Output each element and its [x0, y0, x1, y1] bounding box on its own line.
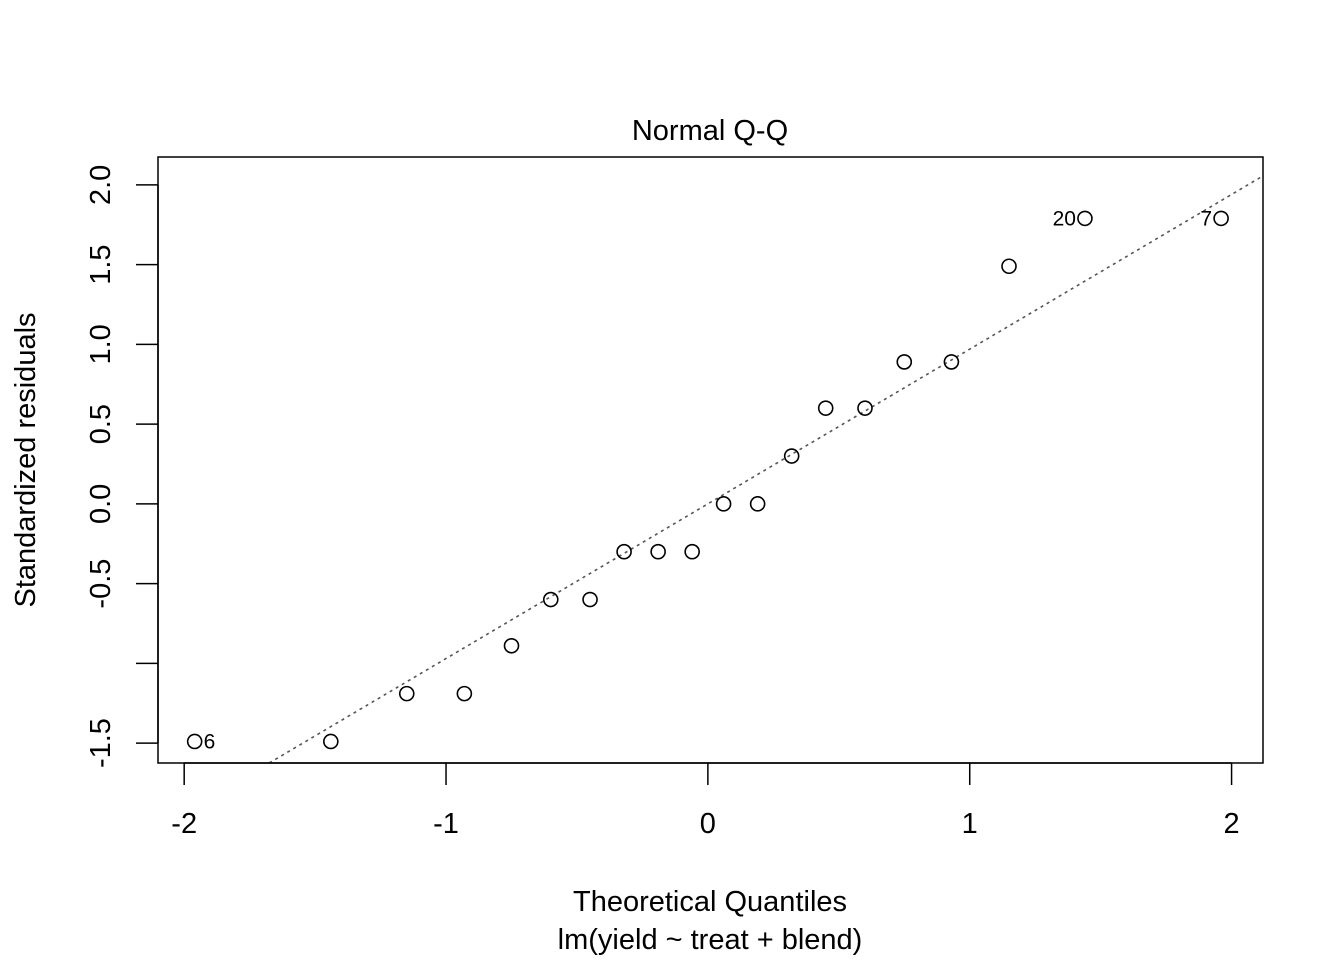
data-point — [857, 400, 873, 416]
y-tick-label: -1.5 — [85, 718, 117, 768]
point-label: 7 — [1200, 207, 1212, 230]
y-axis: -1.5 -0.5 0.0 0.5 1.0 1.5 2.0 — [85, 165, 159, 768]
data-point — [650, 543, 666, 560]
data-point — [398, 685, 415, 702]
x-axis: -2 -1 0 1 2 — [171, 762, 1240, 840]
point-label: 20 — [1053, 207, 1076, 230]
data-point — [896, 354, 913, 370]
x-tick-label: -1 — [433, 808, 459, 840]
y-axis-label: Standardized residuals — [10, 312, 42, 607]
y-tick-label: -0.5 — [85, 559, 117, 609]
x-tick-label: -2 — [171, 808, 197, 840]
data-point — [1213, 210, 1229, 227]
y-tick-label: 2.0 — [85, 165, 117, 205]
y-tick-label: 0.0 — [85, 484, 117, 524]
reference-line — [268, 175, 1264, 764]
data-point — [1077, 210, 1093, 227]
data-point — [323, 733, 339, 750]
data-point — [186, 733, 203, 750]
y-tick-label: 1.0 — [85, 324, 117, 364]
x-tick-label: 2 — [1224, 808, 1240, 840]
x-tick-label: 1 — [962, 808, 978, 840]
points-group: 6 20 7 — [186, 207, 1229, 753]
data-point — [616, 543, 632, 560]
plot-frame — [157, 156, 1264, 764]
data-point — [456, 685, 473, 702]
data-point — [542, 591, 559, 608]
data-point — [582, 591, 598, 608]
chart-title: Normal Q-Q — [632, 115, 788, 147]
x-axis-label: Theoretical Quantiles — [573, 886, 847, 918]
data-point — [503, 637, 520, 654]
data-point — [783, 448, 800, 464]
model-caption: lm(yield ~ treat + blend) — [558, 924, 863, 956]
data-point — [817, 400, 834, 416]
x-tick-label: 0 — [700, 808, 716, 840]
data-point — [684, 543, 700, 560]
data-point — [943, 354, 960, 370]
y-tick-label: 0.5 — [85, 404, 117, 444]
data-point — [715, 496, 732, 512]
point-label: 6 — [204, 730, 216, 753]
reference-line-group — [268, 175, 1264, 764]
data-point — [1001, 258, 1017, 275]
y-tick-label: 1.5 — [85, 244, 117, 284]
data-point — [749, 496, 766, 512]
